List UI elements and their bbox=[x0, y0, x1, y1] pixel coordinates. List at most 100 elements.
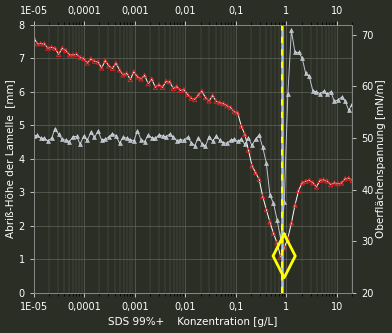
Point bbox=[285, 92, 291, 97]
Point bbox=[34, 133, 40, 138]
Point bbox=[199, 89, 205, 94]
Point bbox=[281, 199, 287, 205]
Point bbox=[342, 98, 348, 103]
Point bbox=[181, 138, 187, 143]
Point bbox=[199, 141, 205, 146]
Point bbox=[145, 81, 151, 87]
Point bbox=[120, 135, 126, 140]
Point bbox=[127, 137, 133, 143]
Point bbox=[138, 137, 144, 143]
Point bbox=[66, 52, 73, 58]
Point bbox=[192, 97, 198, 102]
Point bbox=[63, 138, 69, 143]
Point bbox=[263, 207, 269, 212]
Point bbox=[288, 28, 294, 33]
Point bbox=[345, 175, 352, 181]
Point bbox=[184, 92, 191, 97]
Point bbox=[91, 135, 98, 140]
Point bbox=[98, 65, 105, 71]
Point bbox=[202, 144, 209, 149]
Point bbox=[106, 134, 112, 140]
Point bbox=[63, 48, 69, 53]
Point bbox=[310, 88, 316, 94]
Point bbox=[109, 66, 116, 71]
Point bbox=[109, 131, 116, 137]
Y-axis label: Oberflächenspannung [mN/m]: Oberflächenspannung [mN/m] bbox=[376, 79, 387, 238]
Point bbox=[174, 138, 180, 143]
Point bbox=[335, 181, 341, 186]
Point bbox=[152, 85, 158, 90]
Point bbox=[249, 163, 255, 168]
Point bbox=[335, 97, 341, 103]
Point bbox=[306, 177, 312, 183]
Point bbox=[134, 74, 141, 80]
Point bbox=[188, 140, 194, 145]
Point bbox=[292, 50, 298, 55]
Point bbox=[331, 99, 338, 104]
Point bbox=[177, 88, 183, 93]
Point bbox=[260, 194, 266, 199]
Point bbox=[134, 128, 141, 134]
Point bbox=[156, 82, 162, 87]
Point bbox=[52, 46, 58, 51]
Point bbox=[313, 184, 319, 189]
Point bbox=[66, 139, 73, 144]
Point bbox=[317, 178, 323, 183]
Point bbox=[113, 133, 119, 139]
Point bbox=[324, 178, 330, 184]
Point bbox=[296, 50, 302, 55]
Point bbox=[328, 89, 334, 95]
Point bbox=[113, 61, 119, 66]
Point bbox=[48, 136, 54, 141]
Point bbox=[170, 134, 176, 140]
Point bbox=[331, 180, 338, 185]
Point bbox=[73, 134, 80, 139]
Point bbox=[160, 85, 166, 90]
Point bbox=[303, 71, 309, 76]
Point bbox=[252, 170, 259, 175]
Point bbox=[177, 137, 183, 142]
Point bbox=[213, 99, 220, 104]
Point bbox=[56, 52, 62, 57]
Point bbox=[328, 182, 334, 187]
Point bbox=[38, 136, 44, 141]
Point bbox=[220, 101, 227, 106]
Point bbox=[245, 148, 252, 153]
Point bbox=[249, 143, 255, 148]
Point bbox=[313, 89, 319, 95]
Point bbox=[285, 236, 291, 241]
Point bbox=[242, 142, 248, 147]
Point bbox=[41, 41, 47, 47]
Point bbox=[38, 41, 44, 46]
Point bbox=[288, 220, 294, 226]
Point bbox=[345, 108, 352, 113]
Point bbox=[267, 192, 273, 197]
Point bbox=[256, 177, 262, 182]
Point bbox=[106, 63, 112, 69]
Point bbox=[70, 52, 76, 58]
Point bbox=[170, 86, 176, 91]
Point bbox=[278, 236, 284, 241]
Point bbox=[174, 84, 180, 89]
Point bbox=[149, 77, 155, 82]
Point bbox=[81, 134, 87, 139]
Point bbox=[317, 91, 323, 96]
Point bbox=[242, 132, 248, 137]
Point bbox=[91, 59, 98, 64]
X-axis label: SDS 99%+    Konzentration [g/L]: SDS 99%+ Konzentration [g/L] bbox=[108, 317, 278, 327]
Point bbox=[278, 254, 284, 259]
Point bbox=[195, 135, 201, 141]
Point bbox=[81, 56, 87, 61]
Point bbox=[227, 138, 234, 143]
Point bbox=[131, 69, 137, 75]
Point bbox=[31, 133, 37, 139]
Point bbox=[138, 76, 144, 82]
Point bbox=[127, 77, 133, 82]
Point bbox=[227, 105, 234, 110]
Point bbox=[349, 101, 356, 107]
Point bbox=[181, 87, 187, 92]
Point bbox=[195, 92, 201, 98]
Point bbox=[156, 132, 162, 138]
Point bbox=[270, 201, 277, 206]
Point bbox=[48, 45, 54, 50]
